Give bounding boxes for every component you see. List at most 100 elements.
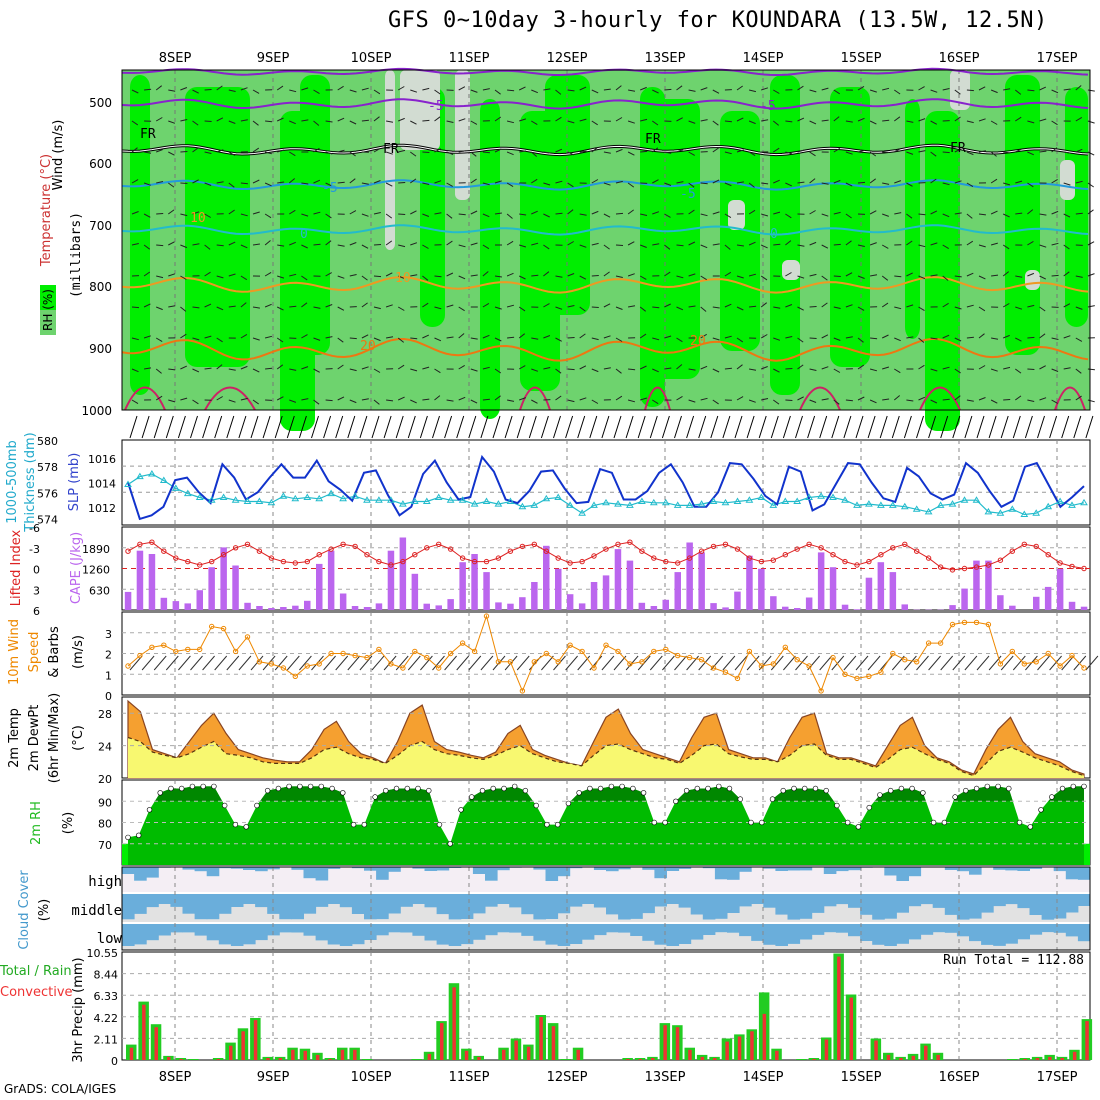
cape-bar <box>519 597 526 610</box>
precip-tick: 2.11 <box>94 1033 119 1046</box>
cape-bar <box>351 606 359 610</box>
lifted-index-point <box>424 545 430 551</box>
cloud-high-bar <box>255 867 268 872</box>
cape-bar <box>877 562 885 610</box>
rh2m-point <box>844 819 851 826</box>
thickness-point <box>136 472 144 480</box>
rh2m-point <box>501 785 507 792</box>
cape-bar <box>483 572 490 610</box>
cloud-level-middle: middle <box>71 903 122 919</box>
cloud-mid-bar <box>497 894 510 904</box>
lifted-index-point <box>531 541 537 547</box>
cloud-high-bar <box>835 867 849 872</box>
cloud-low-bar <box>472 924 486 940</box>
rh2m-point <box>404 785 410 792</box>
thickness-point <box>649 498 658 506</box>
rh2m-point <box>383 787 389 794</box>
lifted-index-point <box>1033 543 1039 550</box>
cloud-high-bar <box>993 867 1006 870</box>
precip-convective-bar <box>737 1036 742 1060</box>
contour-label: -5 <box>428 99 444 114</box>
precip-convective-bar <box>539 1017 543 1060</box>
lifted-index-point <box>459 555 466 561</box>
cape-bar <box>543 545 550 610</box>
cloud-high-bar <box>327 867 341 869</box>
rh2m-point <box>726 785 733 792</box>
cape-bar <box>805 597 813 610</box>
rh-high-region <box>830 87 870 367</box>
contour-0 <box>121 224 1089 236</box>
precip-convective-bar <box>762 1013 767 1060</box>
cape-bar <box>997 595 1004 610</box>
cloud-high-bar <box>666 867 680 871</box>
cloud-mid-bar <box>981 894 994 913</box>
wind10-point <box>878 669 884 675</box>
lifted-index-point <box>782 552 788 558</box>
rh2m-point <box>447 841 453 847</box>
lifted-index-point <box>866 558 872 565</box>
precip-convective-bar <box>514 1040 518 1060</box>
cape-bar <box>411 573 419 610</box>
lifted-index-point <box>830 552 836 558</box>
lifted-index-point <box>675 560 681 566</box>
thickness-point <box>805 493 813 500</box>
lifted-index-point <box>197 562 203 568</box>
cape-bar <box>1056 568 1064 610</box>
rh2m-point <box>168 785 174 792</box>
rh2m-point <box>673 798 679 804</box>
thickness-point <box>339 494 347 502</box>
rh-high-region <box>205 99 235 339</box>
precip-tick: 10.55 <box>87 947 119 960</box>
cloud-low-bar <box>969 924 982 942</box>
precip-convective-bar <box>303 1050 307 1060</box>
cape-bar <box>220 547 227 610</box>
cape-bar <box>531 582 538 610</box>
cloud-mid-bar <box>158 894 171 904</box>
upper-label-wind: Wind (m/s) <box>51 120 66 191</box>
thickness-point <box>315 494 324 502</box>
thickness-point <box>255 497 264 504</box>
cloud-low-bar <box>267 924 280 936</box>
cloud-low-bar <box>944 924 958 933</box>
thickness-point <box>1044 502 1053 510</box>
wind10-point <box>388 661 394 667</box>
rh2m-point <box>1006 785 1012 792</box>
thickness-point <box>709 497 718 504</box>
cloud-low-bar <box>533 924 546 941</box>
rh2m-point <box>254 802 260 809</box>
lifted-index-point <box>220 552 227 558</box>
thickness-point <box>506 497 515 504</box>
precip-convective-bar <box>874 1040 878 1060</box>
wind10-point <box>830 654 836 661</box>
rh2m-point <box>1070 783 1077 790</box>
rh2m-point <box>887 787 894 794</box>
date-label-bottom: 14SEP <box>743 1070 784 1085</box>
cloud-low-bar <box>835 924 849 933</box>
thickness-panel-frame <box>121 439 1091 526</box>
contour-30 <box>1054 386 1086 411</box>
wind10-point <box>364 654 370 661</box>
thickness-point <box>578 509 586 516</box>
wind10-point <box>424 654 430 661</box>
cloud-mid-bar <box>787 894 801 920</box>
rh-low-region <box>1025 270 1040 290</box>
rh-low-region <box>728 200 745 230</box>
upper-label-temp: Temperature (°C) <box>39 154 54 267</box>
cape-bar <box>841 604 849 610</box>
thickness-point <box>422 497 431 504</box>
wind10-tick: 3 <box>105 628 112 641</box>
thickness-point <box>590 501 598 508</box>
precip-convective-bar <box>1048 1056 1052 1060</box>
cloud-low-bar <box>690 924 704 940</box>
cloud-high-bar <box>593 867 607 870</box>
rh2m-point <box>952 794 958 800</box>
precip-convective-bar <box>837 956 841 1060</box>
lifted-index-point <box>376 558 382 565</box>
wind10-point <box>1057 663 1063 669</box>
lifted-index-point <box>878 552 884 558</box>
cloud-low-bar <box>775 924 788 946</box>
cloud-low-bar <box>932 924 946 933</box>
lifted-index-point <box>340 541 346 547</box>
thickness-point <box>482 497 491 504</box>
wind10-point <box>925 640 932 646</box>
